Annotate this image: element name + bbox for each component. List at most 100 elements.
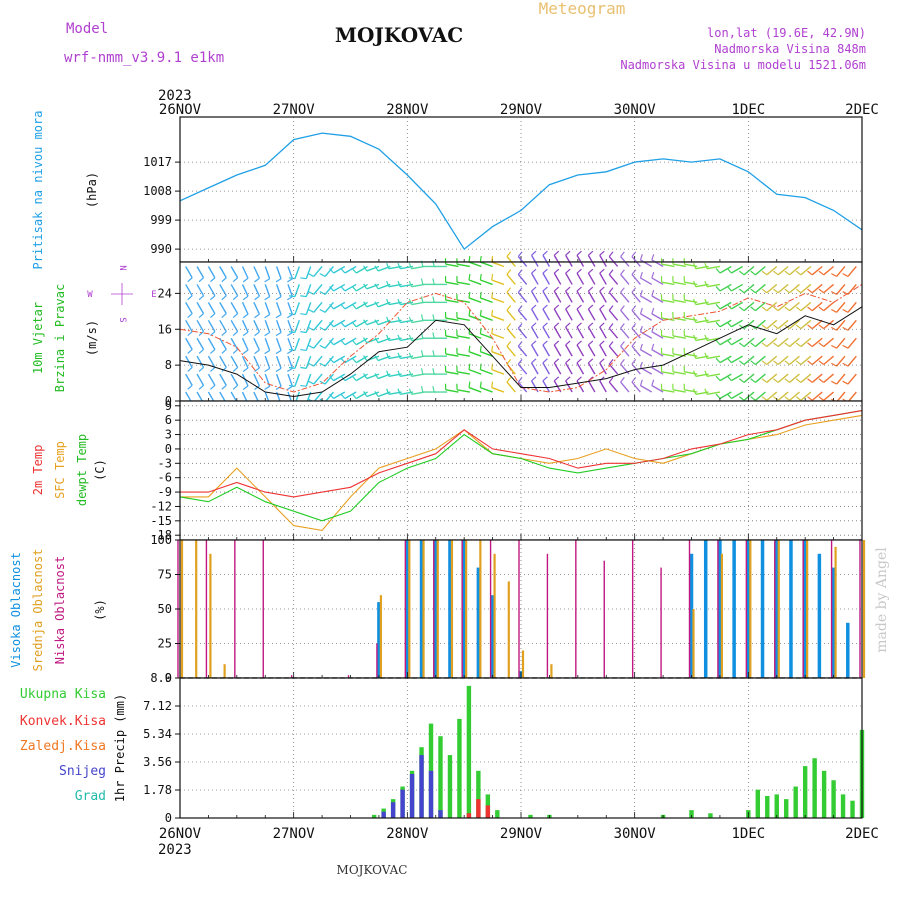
wind-barb-flag: [599, 286, 605, 292]
wind-barb: [253, 355, 261, 369]
cloud-panel: 0 25 50 75 100 Visoka Oblacnost Srednja Obla…: [9, 533, 866, 685]
wind-barb-flag: [599, 250, 605, 256]
cloud-bar: [223, 664, 226, 678]
wind-barb: [811, 337, 823, 348]
y-tick-label: 1008: [143, 184, 172, 198]
wind-barb: [651, 259, 664, 268]
cloud-bar: [802, 540, 804, 678]
wind-barb-flag: [784, 270, 790, 276]
cloud-bar: [692, 609, 695, 678]
wind-barb-flag: [807, 324, 813, 330]
wind-barb-flag: [287, 385, 293, 390]
date-label-bottom: 2DEC: [845, 826, 879, 842]
wind-barb: [230, 373, 239, 386]
wind-barb-flag: [818, 324, 824, 330]
precip-bar: [400, 789, 405, 818]
wind-barb-flag: [254, 295, 260, 301]
wind-ylabel-2: Brzina i Pravac: [53, 284, 67, 392]
wind-barb-flag: [631, 287, 637, 293]
wind-barb-flag: [300, 384, 307, 387]
cloud-bar: [405, 540, 410, 678]
wind-barb-flag: [795, 324, 802, 330]
cloud-bar: [465, 540, 468, 678]
cloud-bar: [490, 595, 495, 678]
wind-barb-flag: [831, 308, 837, 313]
wind-barb: [305, 373, 312, 387]
precip-bar: [528, 814, 533, 818]
wind-barb: [731, 319, 744, 328]
cloud-bar: [489, 540, 492, 678]
wind-barb: [355, 373, 368, 382]
wind-barb: [672, 389, 686, 393]
wind-barb-flag: [807, 342, 813, 348]
wind-barb-flag: [420, 350, 424, 357]
wind-barb-flag: [264, 349, 271, 355]
wind-barb: [789, 337, 800, 348]
wind-barb: [823, 391, 835, 401]
wind-barb-flag: [308, 344, 315, 349]
wind-barb: [530, 362, 539, 375]
wind-barb: [631, 291, 641, 303]
wind-barb: [445, 263, 459, 268]
wind-barb-flag: [639, 343, 643, 350]
wind-barb: [766, 283, 778, 294]
wind-barb-flag: [639, 379, 643, 386]
wind-barb-flag: [576, 286, 582, 292]
wind-barb: [480, 297, 493, 304]
wind-barb-flag: [363, 391, 368, 397]
wind-barb: [766, 265, 778, 276]
wind-barb-flag: [773, 306, 779, 312]
wind-barb-flag: [542, 322, 548, 328]
wind-barb-flag: [608, 287, 614, 293]
wind-barb: [608, 309, 619, 321]
cloud-bar: [806, 540, 809, 678]
precip-bar: [821, 770, 827, 818]
wind-barb-flag: [351, 339, 357, 346]
wind-barb: [313, 391, 323, 403]
wind-barb: [219, 302, 227, 314]
wind-barb: [196, 266, 205, 279]
wind-barb-flag: [254, 331, 260, 337]
wind-barb-flag: [319, 344, 326, 349]
wind-barb: [823, 301, 835, 312]
wind-barb-flag: [715, 268, 721, 274]
wind-barb-flag: [408, 298, 413, 305]
wind-barb: [196, 319, 205, 332]
y-tick-label: 8: [165, 358, 172, 372]
wind-barb: [800, 373, 812, 383]
mid-cloud-label: Srednja Oblacnost: [31, 549, 45, 672]
wind-barb-flag: [517, 287, 523, 293]
wind-barb: [672, 335, 686, 339]
wind-barb: [468, 368, 482, 375]
wind-barb: [355, 337, 368, 346]
y-tick-label: 5.34: [143, 727, 172, 741]
cloud-bar: [546, 553, 549, 678]
wind-barb: [599, 344, 607, 357]
wind-barb-flag: [340, 393, 346, 399]
wind-barb: [553, 308, 562, 321]
wind-barb-flag: [517, 269, 523, 275]
wind-barb-flag: [308, 273, 315, 277]
wind-barb-flag: [187, 384, 193, 390]
wind-barb-flag: [210, 349, 216, 354]
wind-barb-flag: [319, 291, 326, 295]
compass-s: S: [117, 317, 127, 322]
wind-barb: [275, 266, 282, 279]
wind-barb: [294, 373, 301, 387]
precip-bar: [476, 799, 481, 818]
wind-barb-flag: [210, 277, 216, 283]
wind-barb: [800, 337, 812, 348]
wind-barb-flag: [795, 396, 802, 401]
wind-barb-flag: [319, 326, 326, 331]
date-label-top: 30NOV: [614, 102, 657, 118]
wind-barb: [366, 391, 380, 398]
wind-barb: [305, 302, 312, 315]
wind-barb: [344, 283, 357, 292]
wind-barb-flag: [351, 393, 357, 399]
wind-barb-flag: [831, 273, 837, 277]
cloud-bar: [234, 540, 236, 678]
wind-barb: [789, 265, 800, 276]
wind-barb-flag: [639, 307, 643, 314]
wind-barb: [766, 337, 778, 348]
wind-barb: [491, 333, 505, 339]
